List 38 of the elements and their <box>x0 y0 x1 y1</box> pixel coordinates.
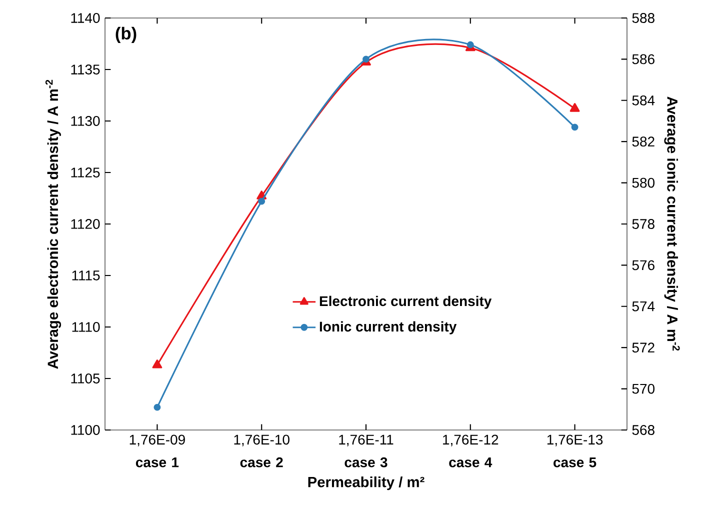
x-tick-label: 1,76E-11 case 3 <box>339 434 394 468</box>
y-tick-label: 1115 <box>72 270 100 280</box>
y2-tick-label: 568 <box>632 425 654 435</box>
x-axis-title: Permeability / m² <box>308 476 424 490</box>
y-tick-label: 1130 <box>71 116 100 126</box>
point <box>466 41 474 48</box>
y2-tick-label: 570 <box>632 384 655 394</box>
x-tick-label: 1,76E-10 case 2 <box>234 434 290 468</box>
x-tick-label: 1,76E-12 case 4 <box>443 434 498 468</box>
y2-tick-label: 576 <box>632 260 654 270</box>
y2-tick-label: 584 <box>632 95 655 106</box>
legend-label: Electronic current density <box>320 296 492 309</box>
y2-tick-label: 572 <box>632 342 654 353</box>
y2-tick-label: 574 <box>632 302 655 312</box>
y2-axis-title: Average ionic current density / A m$^{-2}$ <box>664 96 680 351</box>
y-tick-label: 1125 <box>71 168 100 178</box>
y2-tick-label: 578 <box>632 219 654 229</box>
y-axis-title: Average electronic current density / A m$^{-2}$ <box>45 80 62 369</box>
y-tick-label: 1135 <box>71 64 100 74</box>
legend-label: Ionic current density <box>320 321 457 334</box>
y2-tick-label: 580 <box>632 178 655 188</box>
point <box>152 359 162 368</box>
y2-tick-label: 586 <box>632 54 654 64</box>
point <box>258 198 266 205</box>
y2-tick-label: 588 <box>632 13 654 23</box>
point <box>570 103 580 112</box>
point <box>571 124 578 131</box>
point <box>154 404 161 411</box>
x-tick-label: 1,76E-09 case 1 <box>130 434 185 468</box>
annotation: (b) <box>116 26 136 43</box>
y-tick-label: 1100 <box>71 425 100 435</box>
x-tick-label: 1,76E-13 case 5 <box>547 434 603 468</box>
point <box>362 56 370 63</box>
y-tick-label: 1110 <box>72 322 100 332</box>
y2-tick-label: 582 <box>632 136 654 147</box>
y-tick-label: 1120 <box>71 219 100 229</box>
y-tick-label: 1140 <box>71 13 100 23</box>
y-tick-label: 1105 <box>71 374 100 384</box>
